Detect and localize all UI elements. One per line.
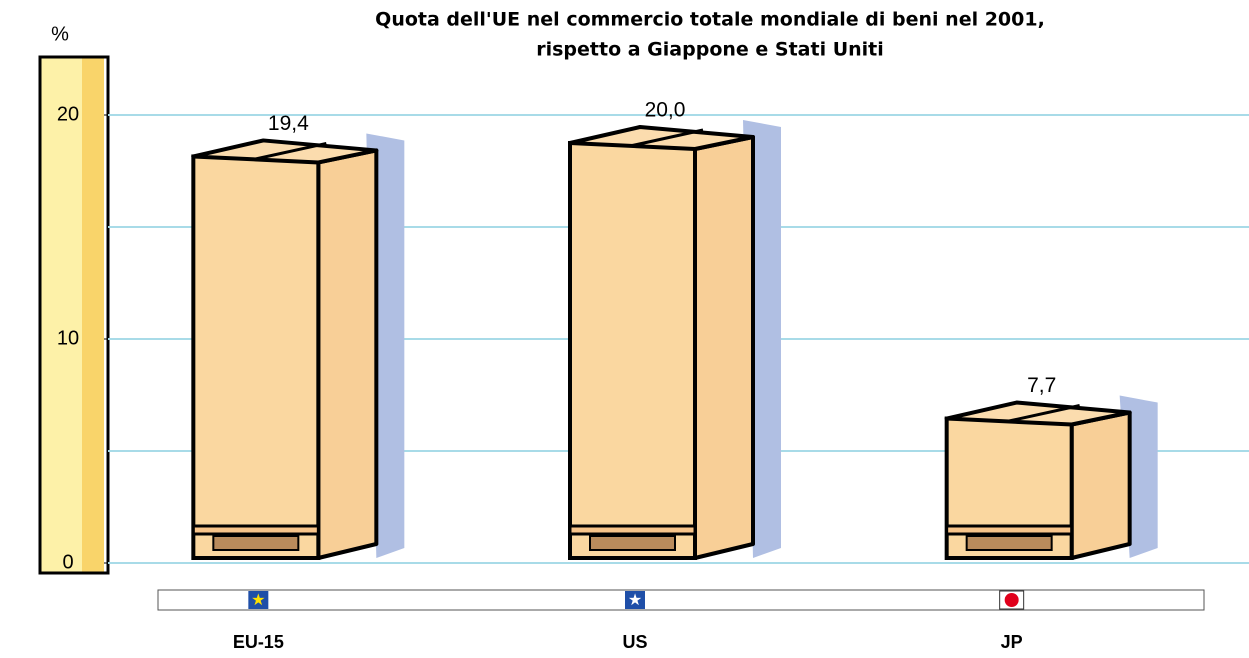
pallet xyxy=(589,535,676,551)
chart-title: rispetto a Giappone e Stati Uniti xyxy=(536,39,884,61)
flag xyxy=(248,591,269,609)
box-side xyxy=(1069,410,1132,560)
x-tick-label: EU-15 xyxy=(233,632,284,652)
pallet xyxy=(212,535,300,551)
box-side xyxy=(316,148,379,560)
box xyxy=(191,133,405,560)
y-tick-label: 0 xyxy=(62,551,73,573)
y-axis-label: % xyxy=(51,23,69,45)
flag-strip xyxy=(157,589,1205,611)
flag-dot xyxy=(1004,593,1019,607)
axis-stripe xyxy=(40,57,82,573)
box-tape xyxy=(253,141,327,161)
y-tick-label: 20 xyxy=(57,103,79,125)
bar xyxy=(568,141,697,560)
chart-title: Quota dell'UE nel commercio totale mondi… xyxy=(375,9,1045,31)
box-side xyxy=(693,135,755,560)
pallet xyxy=(945,524,1074,536)
value-label: 19,4 xyxy=(268,112,309,135)
axis-frame xyxy=(38,55,110,575)
flag-star: ★ xyxy=(251,592,265,609)
value-label: 20,0 xyxy=(645,99,686,122)
flag-star: ★ xyxy=(628,592,642,609)
pallet xyxy=(191,524,320,536)
box-tape xyxy=(1006,404,1080,423)
y-tick-label: 10 xyxy=(57,327,79,349)
x-tick-label: US xyxy=(622,632,647,652)
flag xyxy=(625,591,645,609)
axis-stripe xyxy=(82,57,104,573)
pallet xyxy=(965,535,1053,551)
box-tape xyxy=(629,128,704,148)
x-tick-label: JP xyxy=(1001,632,1023,652)
pallet xyxy=(568,524,697,536)
box xyxy=(568,120,781,560)
value-label: 7,7 xyxy=(1027,374,1056,397)
box xyxy=(944,395,1158,560)
bar xyxy=(191,154,321,560)
